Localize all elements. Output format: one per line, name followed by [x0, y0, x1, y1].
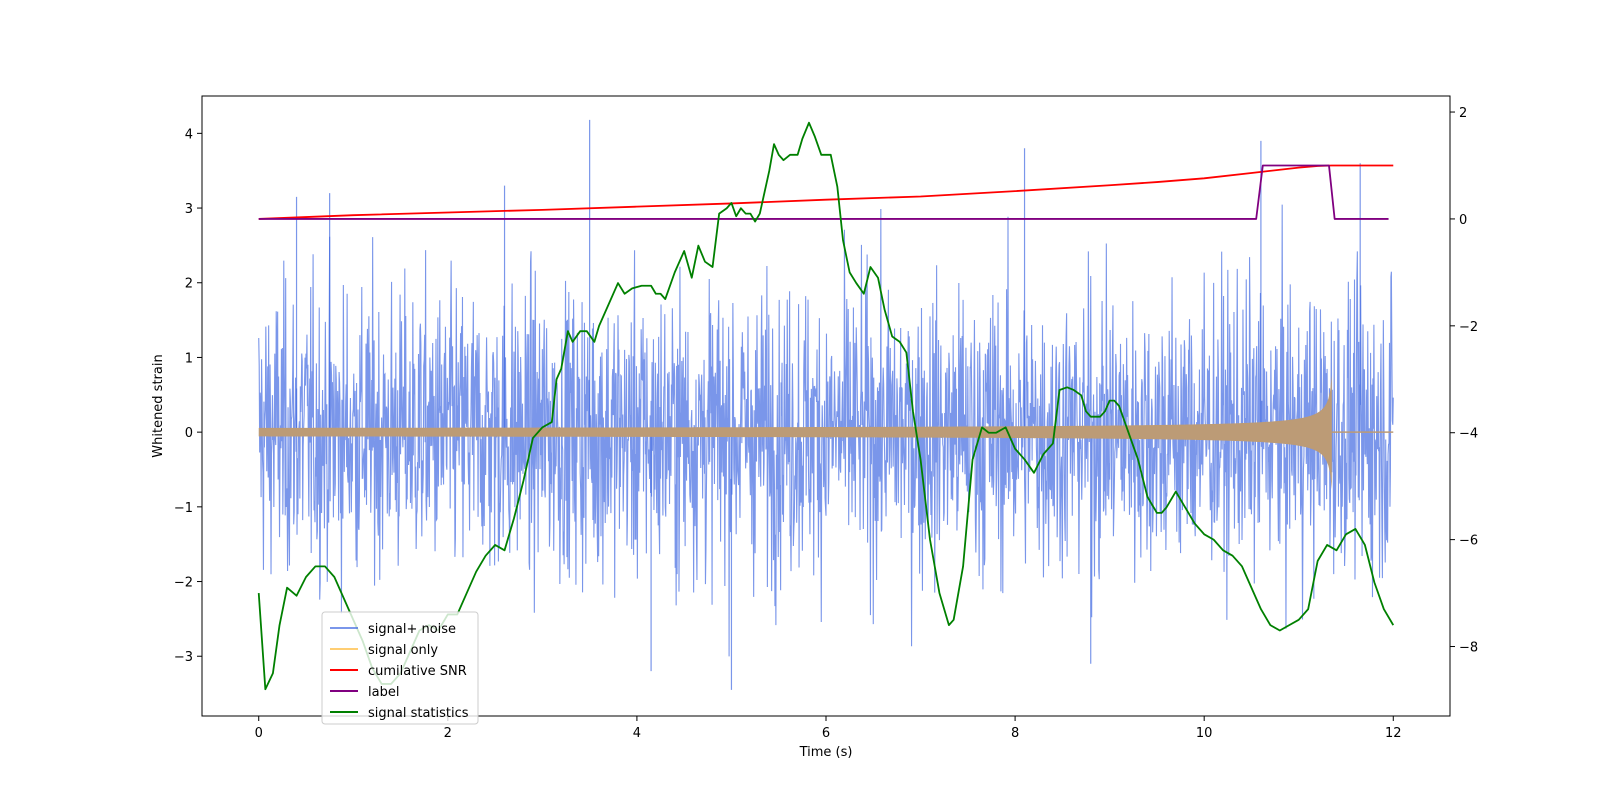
y-tick-label: 4 [185, 127, 193, 142]
legend-label-signal-only: signal only [368, 643, 438, 658]
x-tick-label: 2 [444, 726, 452, 741]
y-tick-label: −1 [174, 501, 193, 516]
series-line-signal-statistics [257, 121, 1395, 691]
y-tick-label: 1 [185, 351, 193, 366]
y2-tick-label: 2 [1459, 106, 1467, 121]
y-axis-right: −8 −6 −4 −2 0 2 [1450, 106, 1478, 656]
y-axis-title: Whitened strain [151, 354, 166, 457]
y2-tick-label: −8 [1459, 641, 1478, 656]
right-axis-series [257, 121, 1395, 691]
series-signal-plus-noise [258, 119, 1394, 690]
series-line-signal-plus-noise [258, 204, 1394, 657]
legend-label-cumilative-snr: cumilative SNR [368, 664, 467, 679]
series-line-cumilative-snr [258, 164, 1394, 220]
legend: signal+ noise signal only cumilative SNR la… [321, 611, 479, 725]
y-tick-label: 3 [185, 202, 193, 217]
y2-tick-label: −2 [1459, 320, 1478, 335]
x-axis-title: Time (s) [799, 745, 853, 760]
x-tick-label: 8 [1011, 726, 1019, 741]
legend-box [321, 611, 479, 725]
legend-label-signal-statistics: signal statistics [368, 706, 469, 721]
y2-tick-label: 0 [1459, 213, 1467, 228]
series-line-label [258, 164, 1389, 220]
series-area-signal-only [258, 374, 1332, 490]
x-tick-label: 6 [822, 726, 830, 741]
x-tick-label: 10 [1196, 726, 1213, 741]
y2-tick-label: −6 [1459, 534, 1478, 549]
y-tick-label: 2 [185, 277, 193, 292]
y2-tick-label: −4 [1459, 427, 1478, 442]
x-tick-label: 12 [1385, 726, 1402, 741]
x-tick-label: 4 [633, 726, 641, 741]
y-tick-label: −3 [174, 650, 193, 665]
y-axis-left: −3 −2 −1 0 1 2 3 4 [174, 127, 202, 665]
y-tick-label: 0 [185, 426, 193, 441]
legend-label-signal-noise: signal+ noise [368, 622, 456, 637]
x-axis: 0 2 4 6 8 10 12 [255, 716, 1402, 741]
plot-area [257, 119, 1395, 691]
series-signal-only [258, 374, 1394, 490]
x-tick-label: 0 [255, 726, 263, 741]
legend-label-label: label [368, 685, 399, 700]
y-tick-label: −2 [174, 576, 193, 591]
